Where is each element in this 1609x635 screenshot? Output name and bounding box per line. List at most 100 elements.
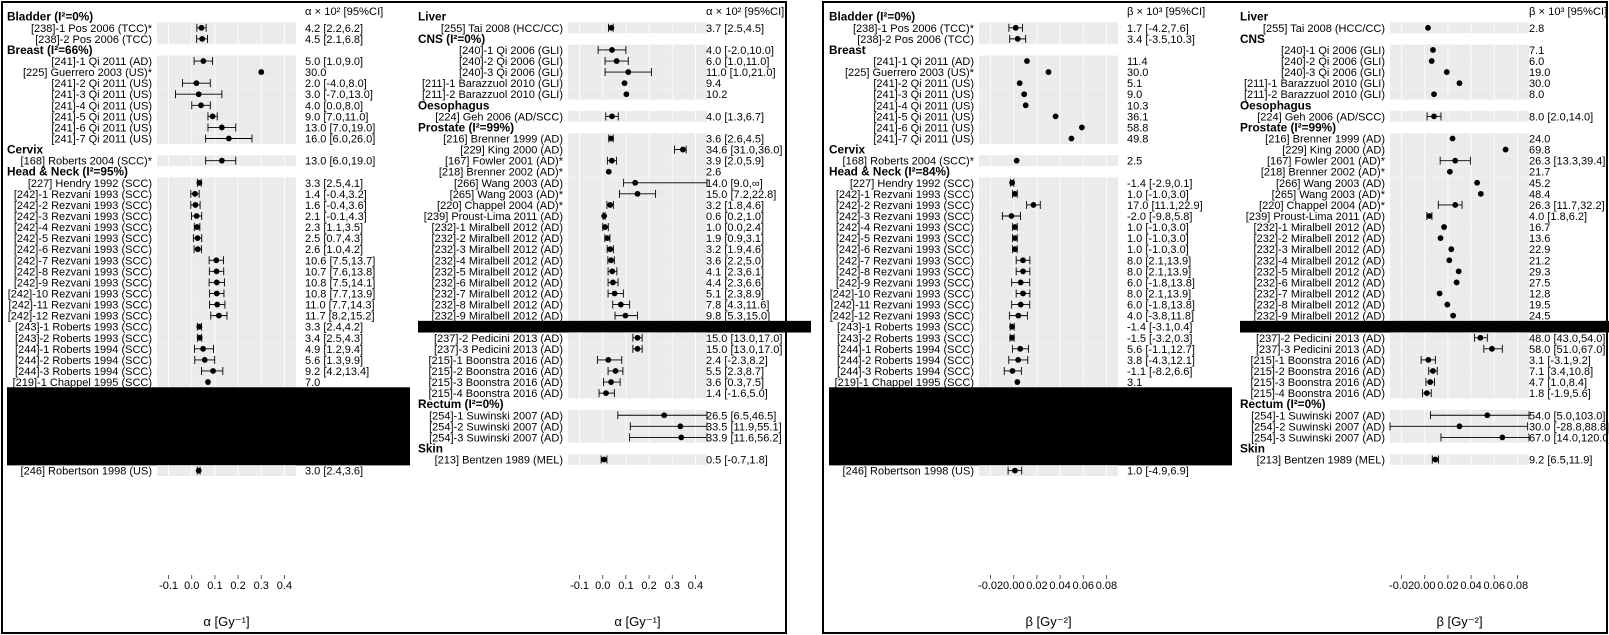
study-label: [232]-1 Miralbell 2012 (AD): [432, 222, 563, 234]
point-estimate: [1016, 80, 1023, 87]
estimate-value: 4.5 [2.1,6.8]: [305, 34, 363, 46]
row-panel-background: [157, 465, 296, 477]
redaction-bar: [7, 387, 410, 399]
estimate-value: 1.0 [-1.0,3.0]: [1127, 244, 1189, 256]
point-estimate: [1489, 345, 1495, 352]
estimate-value: 3.2 [1.9,4.6]: [706, 244, 764, 256]
study-label: [242]-5 Rezvani 1993 (SCC): [836, 233, 974, 245]
estimate-value: 5.5 [2.3,8.7]: [706, 366, 764, 378]
row-panel-background: [1390, 387, 1529, 399]
study-label: [242]-3 Rezvani 1993 (SCC): [836, 211, 974, 223]
study-label: [215]-1 Boonstra 2016 (AD): [428, 355, 563, 367]
study-label: [232]-6 Miralbell 2012 (AD): [1254, 277, 1385, 289]
study-label: [246] Robertson 1998 (US): [21, 466, 152, 478]
row-panel-background: [1390, 299, 1529, 310]
row-panel-background: [1390, 221, 1529, 233]
study-label: [216] Brenner 1999 (AD): [443, 134, 563, 146]
group-heading: CNS: [1240, 32, 1265, 46]
point-estimate: [608, 135, 614, 142]
point-estimate: [200, 345, 207, 352]
estimate-value: 11.4: [1127, 56, 1148, 68]
group-heading: Liver: [418, 10, 447, 24]
point-estimate: [1078, 124, 1085, 131]
point-estimate: [605, 168, 612, 175]
study-label: [229] King 2000 (AD): [1282, 145, 1385, 157]
alpha-figure-frame: [1, 1, 787, 634]
point-estimate: [605, 357, 612, 363]
study-label: [241]-4 Qi 2011 (US): [873, 100, 974, 112]
study-label: [241]-4 Qi 2011 (US): [51, 100, 152, 112]
study-label: [239] Proust-Lima 2011 (AD): [1246, 211, 1385, 223]
axis-tick-label: 0.1: [618, 580, 633, 592]
estimate-value: 1.8 [-1.9,5.6]: [1529, 388, 1591, 400]
estimate-value: 4.1 [2.3,6.1]: [706, 266, 764, 278]
study-label: [237]-2 Pedicini 2013 (AD): [434, 333, 563, 345]
row-panel-background: [157, 66, 296, 78]
row-panel-background: [979, 243, 1118, 255]
estimate-value: 24.0: [1529, 134, 1550, 146]
row-panel-background: [1390, 133, 1529, 144]
study-label: [220] Chappel 2004 (AD)*: [437, 200, 564, 212]
study-label: [244]-1 Roberts 1994 (SCC): [15, 344, 152, 356]
row-panel-background: [157, 277, 296, 288]
row-panel-background: [568, 299, 707, 310]
study-label: [232]-5 Miralbell 2012 (AD): [432, 266, 563, 278]
estimate-value: 5.1 [2.3,8.9]: [706, 288, 764, 300]
estimate-value: 3.1: [1127, 377, 1142, 389]
study-label: [242]-12 Rezvani 1993 (SCC): [830, 311, 974, 323]
point-estimate: [193, 80, 200, 87]
study-label: [241]-2 Qi 2011 (US): [51, 78, 152, 90]
study-label: [242]-2 Rezvani 1993 (SCC): [836, 200, 974, 212]
row-panel-background: [568, 277, 707, 288]
study-label: [211]-1 Barazzuol 2010 (GLI): [1244, 78, 1385, 90]
point-estimate: [1030, 202, 1037, 208]
estimate-value: 8.0 [2.1,13.9]: [1127, 255, 1191, 267]
study-label: [241]-7 Qi 2011 (US): [51, 134, 152, 146]
point-estimate: [196, 179, 203, 186]
study-label: [242]-6 Rezvani 1993 (SCC): [14, 244, 152, 256]
estimate-value: 2.6 [1.0,4.2]: [305, 244, 363, 256]
point-estimate: [632, 179, 639, 186]
study-label: [232]-2 Miralbell 2012 (AD): [432, 233, 563, 245]
point-estimate: [194, 235, 201, 242]
row-panel-background: [979, 354, 1118, 366]
study-label: [242]-10 Rezvani 1993 (SCC): [8, 288, 152, 300]
study-label: [242]-6 Rezvani 1993 (SCC): [836, 244, 974, 256]
estimate-value: 3.7 [2.5,4.5]: [706, 23, 764, 35]
point-estimate: [1456, 80, 1463, 87]
point-estimate: [1020, 290, 1026, 297]
value-column-header: α × 10² [95%CI]: [305, 6, 383, 18]
redaction-bar: [829, 453, 1232, 466]
study-label: [242]-9 Rezvani 1993 (SCC): [836, 277, 974, 289]
point-estimate: [1453, 279, 1460, 286]
point-estimate: [210, 368, 216, 374]
study-label: [215]-3 Boonstra 2016 (AD): [1250, 377, 1385, 389]
redaction-bar: [829, 420, 1232, 433]
estimate-value: 6.0: [1529, 56, 1544, 68]
point-estimate: [1020, 268, 1026, 275]
point-estimate: [218, 124, 225, 131]
estimate-value: 5.0 [1.0,9.0]: [305, 56, 363, 68]
point-estimate: [602, 224, 608, 230]
group-heading: Oesophagus: [1240, 98, 1312, 112]
estimate-value: 29.3: [1529, 266, 1550, 278]
row-panel-background: [568, 454, 707, 465]
group-heading: Bladder (I²=0%): [7, 10, 93, 24]
estimate-value: 19.0: [1529, 67, 1550, 79]
row-panel-background: [568, 110, 707, 122]
estimate-value: 17.0 [11.1,22.9]: [1127, 200, 1203, 212]
estimate-value: 10.7 [7.6,13.8]: [305, 266, 375, 278]
estimate-value: 9.8 [5.3,15.0]: [706, 311, 770, 323]
estimate-value: 9.0 [7.0,11.0]: [305, 111, 368, 123]
row-panel-background: [979, 288, 1118, 299]
estimate-value: 11.7 [8.2,15.2]: [305, 311, 375, 323]
point-estimate: [225, 135, 232, 142]
point-estimate: [1020, 257, 1026, 264]
point-estimate: [213, 290, 220, 297]
point-estimate: [613, 58, 620, 64]
estimate-value: 22.9: [1529, 244, 1550, 256]
row-panel-background: [1390, 288, 1529, 299]
study-label: [167] Fowler 2001 (AD)*: [445, 156, 564, 168]
redaction-bar: [829, 442, 1232, 455]
study-label: [232]-5 Miralbell 2012 (AD): [1254, 266, 1385, 278]
